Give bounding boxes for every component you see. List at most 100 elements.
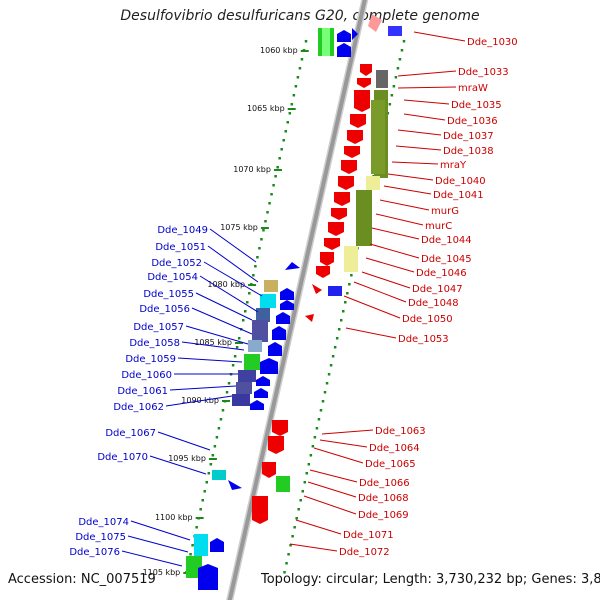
reverse-gene-arrow [360,64,372,76]
track-dot [254,265,257,268]
forward-gene-label-leader [157,431,211,451]
forward-gene-label-leader [181,341,245,351]
reverse-gene-label-leader [295,519,342,535]
track-dot [402,40,406,43]
forward-gene-arrow [337,43,351,57]
scale-label: 1070 kbp [233,165,271,174]
track-dot [287,553,290,556]
gene-block-purple [252,320,268,342]
track-dot [248,292,251,295]
scale-label: 1100 kbp [155,513,193,522]
track-dot [258,247,261,250]
forward-gene-arrow [337,30,351,42]
track-dot [295,517,298,520]
length-value: 3,730,232 bp [436,572,523,587]
track-dot [331,355,335,358]
reverse-gene-label: murC [425,221,452,232]
reverse-gene-label-leader [391,161,439,165]
track-dot [237,337,241,340]
reverse-gene-arrow [344,146,360,158]
forward-gene-label: Dde_1055 [143,289,194,300]
reverse-gene-label-leader [395,145,442,151]
forward-gene-label: Dde_1049 [157,225,208,236]
track-dot [317,418,321,421]
reverse-gene-arrow [312,284,322,294]
reverse-gene-arrow [354,90,370,112]
forward-gene-label: Dde_1067 [105,428,156,439]
gene-block-cyan [194,534,208,556]
scale-label: 1065 kbp [247,104,285,113]
forward-gene-label: Dde_1060 [121,370,172,381]
reverse-gene-label: mraY [440,160,467,171]
track-dot [256,256,259,259]
forward-gene-label-leader [169,385,237,391]
track-dot [284,130,287,133]
topology-value: circular [325,572,375,587]
track-dot [286,121,290,124]
gene-block-green [244,354,260,370]
track-dot [303,481,307,484]
track-dot [282,139,285,142]
track-dot [199,508,202,511]
reverse-gene-arrow [331,208,347,220]
reverse-gene-arrow [272,420,288,436]
forward-gene-arrow [272,326,286,340]
track-dot [209,463,213,466]
reverse-gene-label-leader [375,213,424,226]
track-dot [213,445,217,448]
reverse-gene-arrow [338,176,354,190]
track-dot [285,562,288,565]
reverse-gene-arrow [357,78,371,88]
reverse-gene-label: Dde_1036 [447,116,498,127]
scale-label: 1085 kbp [194,338,232,347]
reverse-gene-label-leader [379,199,430,211]
reverse-gene-label: Dde_1041 [433,190,484,201]
reverse-gene-label-leader [343,295,401,319]
reverse-gene-label: Dde_1035 [451,100,502,111]
gene-block-cyan [212,470,226,480]
map-title: Desulfovibrio desulfuricans G20, complet… [120,8,480,24]
gene-block-purple [236,382,252,394]
track-dot [289,544,292,547]
reverse-gene-label-leader [307,481,357,498]
track-dot [189,553,192,556]
track-dot [342,310,345,313]
track-dot [400,49,404,52]
track-dot [246,301,249,304]
gene-block-steel [256,308,270,322]
reverse-gene-label: murG [431,206,459,217]
track-dot [300,58,304,61]
reverse-gene-arrow [334,192,350,206]
track-dot [329,364,333,367]
track-dot [327,373,331,376]
reverse-gene-arrow [268,436,284,454]
topology-label: Topology: [261,572,322,587]
reverse-gene-label: mraW [458,83,488,94]
reverse-gene-arrow [262,462,276,478]
reverse-gene-label: Dde_1048 [408,298,459,309]
reverse-gene-label-leader [353,281,407,303]
track-dot [321,400,325,403]
genome-backbone [227,0,367,600]
reverse-gene-arrow [350,114,366,128]
forward-gene-arrow [250,400,264,410]
forward-gene-label: Dde_1075 [75,532,126,543]
track-dot [350,274,353,277]
forward-gene-label-leader [130,520,191,541]
track-dot [272,184,275,187]
forward-gene-label-leader [149,455,207,475]
reverse-gene-arrow [341,160,357,174]
track-dot [274,175,277,178]
reverse-gene-label: Dde_1038 [443,146,494,157]
track-dot [203,490,206,493]
forward-gene-label-leader [195,292,253,321]
reverse-gene-label: Dde_1050 [402,314,453,325]
track-dot [262,229,265,232]
genome-stats: Topology: circular; Length: 3,730,232 bp… [261,572,600,587]
track-dot [221,409,225,412]
forward-gene-label-leader [177,357,243,363]
track-dot [313,436,317,439]
reverse-gene-label: Dde_1065 [365,459,416,470]
gene-block-yellow [366,176,380,190]
reverse-gene-label: Dde_1072 [339,547,390,558]
